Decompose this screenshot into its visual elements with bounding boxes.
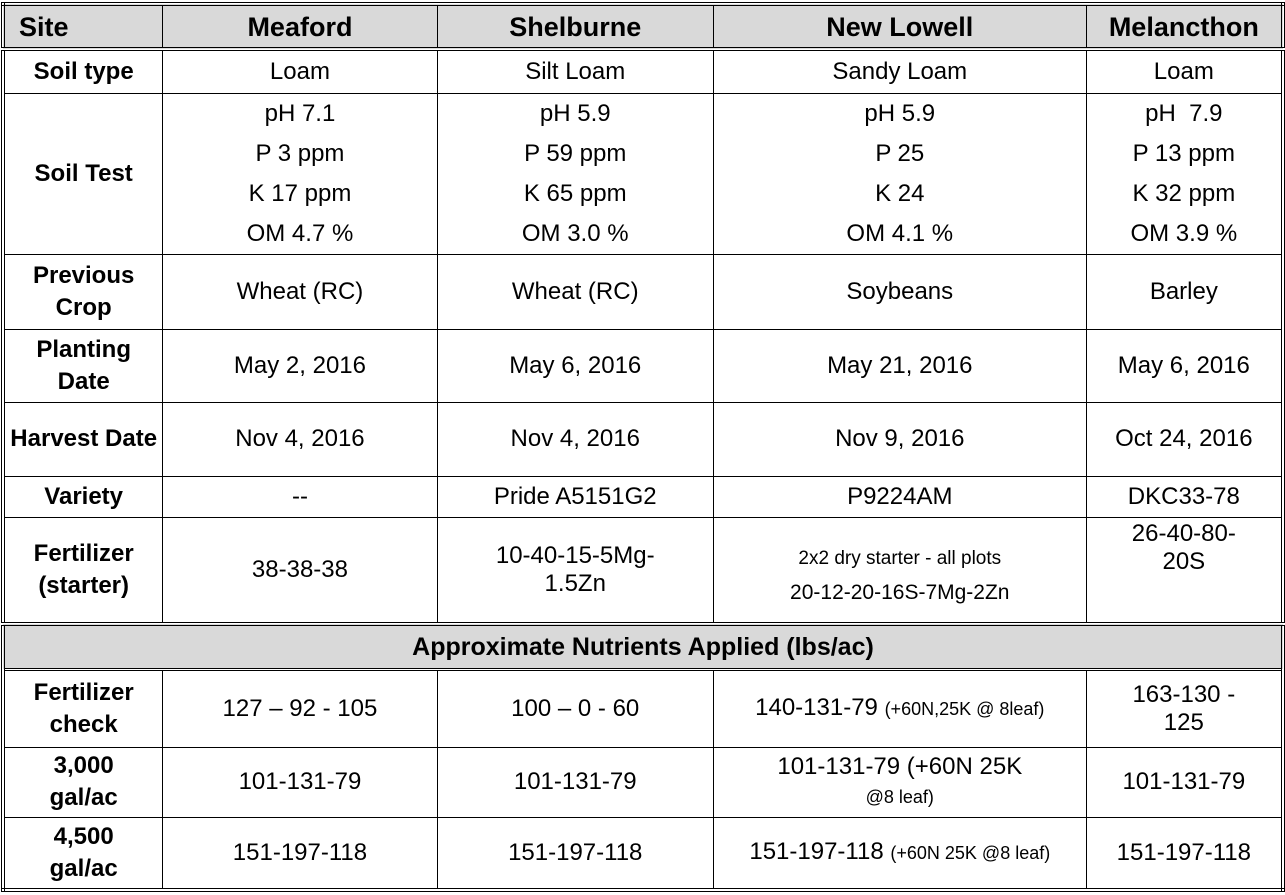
row-fertilizer-check: Fertilizer check 127 – 92 - 105 100 – 0 … <box>2 668 1284 748</box>
row-soil-test: Soil Test pH 7.1 P 3 ppm K 17 ppm OM 4.7 % … <box>2 92 1284 255</box>
cell-main: 101-131-79 (+60N 25K <box>777 753 1023 780</box>
p: P 59 ppm <box>524 139 627 167</box>
section-title: Approximate Nutrients Applied (lbs/ac) <box>2 622 1284 671</box>
k: K 17 ppm <box>248 179 352 207</box>
cell: 38-38-38 <box>162 516 438 625</box>
row-label: Fertilizer (starter) <box>2 516 164 625</box>
row-4500-gal: 4,500 gal/ac 151-197-118 151-197-118 151… <box>2 816 1284 891</box>
row-fertilizer-starter: Fertilizer (starter) 38-38-38 10-40-15-5… <box>2 516 1284 625</box>
header-site: Site <box>2 3 164 51</box>
cell-main: 151-197-118 <box>749 838 884 866</box>
cell: Silt Loam <box>436 48 714 94</box>
row-label: 4,500 gal/ac <box>2 816 164 891</box>
row-variety: Variety -- Pride A5151G2 P9224AM DKC33-7… <box>2 475 1284 518</box>
cell-main: 140-131-79 <box>755 694 878 721</box>
cell: 101-131-79 <box>436 746 714 818</box>
starter-note: 2x2 dry starter - all plots <box>798 547 1002 569</box>
cell: 100 – 0 - 60 <box>436 668 714 748</box>
row-soil-type: Soil type Loam Silt Loam Sandy Loam Loam <box>2 48 1284 94</box>
row-harvest-date: Harvest Date Nov 4, 2016 Nov 4, 2016 Nov… <box>2 401 1284 477</box>
cell: Nov 9, 2016 <box>712 401 1087 477</box>
cell: May 6, 2016 <box>436 328 714 403</box>
header-shelburne: Shelburne <box>436 3 714 51</box>
cell: May 2, 2016 <box>162 328 438 403</box>
k: K 65 ppm <box>523 179 627 207</box>
cell: May 6, 2016 <box>1085 328 1284 403</box>
row-previous-crop: Previous Crop Wheat (RC) Wheat (RC) Soyb… <box>2 253 1284 330</box>
cell: 140-131-79 (+60N,25K @ 8leaf) <box>712 668 1087 748</box>
cell: Sandy Loam <box>712 48 1087 94</box>
cell: pH 7.1 P 3 ppm K 17 ppm OM 4.7 % <box>162 92 438 255</box>
om: OM 3.0 % <box>521 219 629 247</box>
row-3000-gal: 3,000 gal/ac 101-131-79 101-131-79 101-1… <box>2 746 1284 818</box>
cell: Barley <box>1085 253 1284 330</box>
cell: 10-40-15-5Mg-1.5Zn <box>436 516 714 625</box>
p: P 13 ppm <box>1132 139 1235 167</box>
om: OM 4.1 % <box>846 219 954 247</box>
row-label: Soil type <box>2 48 164 94</box>
header-row: Site Meaford Shelburne New Lowell Melanc… <box>2 3 1284 51</box>
row-label: Previous Crop <box>2 253 164 330</box>
cell: May 21, 2016 <box>712 328 1087 403</box>
header-new-lowell: New Lowell <box>712 3 1087 51</box>
cell: 151-197-118 (+60N 25K @8 leaf) <box>712 816 1087 891</box>
cell: 151-197-118 <box>1085 816 1284 891</box>
k: K 32 ppm <box>1132 179 1236 207</box>
cell-note: (+60N,25K @ 8leaf) <box>884 699 1045 719</box>
cell: -- <box>162 475 438 518</box>
cell: Wheat (RC) <box>436 253 714 330</box>
cell: DKC33-78 <box>1085 475 1284 518</box>
ph: pH 5.9 <box>539 99 611 127</box>
row-label: 3,000 gal/ac <box>2 746 164 818</box>
row-planting-date: Planting Date May 2, 2016 May 6, 2016 Ma… <box>2 328 1284 403</box>
cell: Pride A5151G2 <box>436 475 714 518</box>
section-header-row: Approximate Nutrients Applied (lbs/ac) <box>2 622 1284 671</box>
cell: 101-131-79 <box>162 746 438 818</box>
cell: pH 5.9 P 59 ppm K 65 ppm OM 3.0 % <box>436 92 714 255</box>
cell: pH 5.9 P 25 K 24 OM 4.1 % <box>712 92 1087 255</box>
cell: 2x2 dry starter - all plots 20-12-20-16S… <box>712 516 1087 625</box>
cell: Loam <box>1085 48 1284 94</box>
cell: Nov 4, 2016 <box>162 401 438 477</box>
om: OM 3.9 % <box>1130 219 1238 247</box>
ph: pH 7.9 <box>1145 99 1223 127</box>
p: P 3 ppm <box>255 139 345 167</box>
cell: 151-197-118 <box>436 816 714 891</box>
ph: pH 5.9 <box>864 99 936 127</box>
ph: pH 7.1 <box>264 99 336 127</box>
row-label: Harvest Date <box>2 401 164 477</box>
row-label: Soil Test <box>2 92 164 255</box>
cell: 127 – 92 - 105 <box>162 668 438 748</box>
cell: 163-130 - 125 <box>1085 668 1284 748</box>
cell: Loam <box>162 48 438 94</box>
header-melancthon: Melancthon <box>1085 3 1284 51</box>
cell: Soybeans <box>712 253 1087 330</box>
row-label: Variety <box>2 475 164 518</box>
cell-text: 10-40-15-5Mg-1.5Zn <box>495 541 655 597</box>
cell: Wheat (RC) <box>162 253 438 330</box>
p: P 25 <box>875 139 925 167</box>
cell-note: @8 leaf) <box>865 787 934 807</box>
cell: 101-131-79 (+60N 25K @8 leaf) <box>712 746 1087 818</box>
cell: 101-131-79 <box>1085 746 1284 818</box>
row-label: Fertilizer check <box>2 668 164 748</box>
row-label: Planting Date <box>2 328 164 403</box>
cell: 26-40-80-20S <box>1085 516 1284 625</box>
cell-text: 26-40-80-20S <box>1131 519 1236 575</box>
cell-text: 163-130 - 125 <box>1132 680 1236 736</box>
cell: Nov 4, 2016 <box>436 401 714 477</box>
cell: Oct 24, 2016 <box>1085 401 1284 477</box>
cell: P9224AM <box>712 475 1087 518</box>
cell: 151-197-118 <box>162 816 438 891</box>
header-meaford: Meaford <box>162 3 438 51</box>
cell-note: (+60N 25K @8 leaf) <box>890 843 1051 864</box>
starter-blend: 20-12-20-16S-7Mg-2Zn <box>790 580 1010 604</box>
k: K 24 <box>875 179 925 207</box>
cell: pH 7.9 P 13 ppm K 32 ppm OM 3.9 % <box>1085 92 1284 255</box>
om: OM 4.7 % <box>246 219 354 247</box>
